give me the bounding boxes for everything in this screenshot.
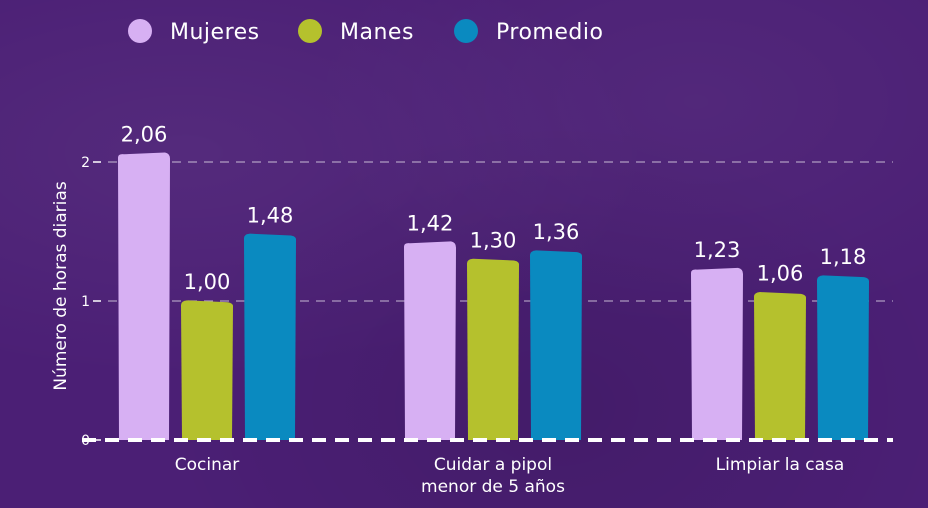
bar: [754, 292, 806, 440]
category-label: Limpiar la casa: [716, 455, 845, 475]
legend-item: Manes: [298, 19, 414, 45]
bar: [244, 233, 296, 440]
y-tick-label: 1: [81, 294, 90, 310]
bar: [404, 241, 456, 440]
legend-label: Mujeres: [170, 20, 260, 45]
legend-item: Mujeres: [128, 19, 260, 45]
y-axis-label: Número de horas diarias: [51, 181, 71, 390]
legend-label: Manes: [340, 20, 414, 45]
data-label: 1,18: [820, 245, 867, 269]
category-label: Cocinar: [175, 455, 240, 475]
category-label: Cuidar a pipol: [434, 455, 552, 475]
data-label: 1,23: [694, 238, 741, 262]
data-label: 1,42: [407, 212, 454, 236]
y-tick-label: 2: [81, 155, 90, 171]
data-label: 1,30: [470, 228, 517, 252]
bar: [817, 275, 869, 440]
data-label: 1,06: [757, 262, 804, 286]
legend-label: Promedio: [496, 20, 603, 45]
category-label: menor de 5 años: [421, 477, 565, 497]
y-axis: 012Número de horas diarias: [51, 155, 101, 449]
data-label: 1,48: [247, 203, 294, 227]
bars: 2,06 1,00 1,48 1,42 1,30 1,36 1,23 1,06 1,18: [118, 123, 869, 440]
bar: [530, 250, 582, 440]
legend-swatch: [128, 19, 152, 43]
data-label: 1,00: [184, 270, 231, 294]
legend-swatch: [298, 19, 322, 43]
bar: [118, 152, 170, 440]
data-label: 2,06: [121, 123, 168, 147]
legend-swatch: [454, 19, 478, 43]
legend-item: Promedio: [454, 19, 603, 45]
bar: [181, 300, 233, 440]
legend: Mujeres Manes Promedio: [128, 19, 603, 45]
bar: [467, 258, 519, 440]
bar: [691, 267, 743, 440]
data-label: 1,36: [533, 220, 580, 244]
